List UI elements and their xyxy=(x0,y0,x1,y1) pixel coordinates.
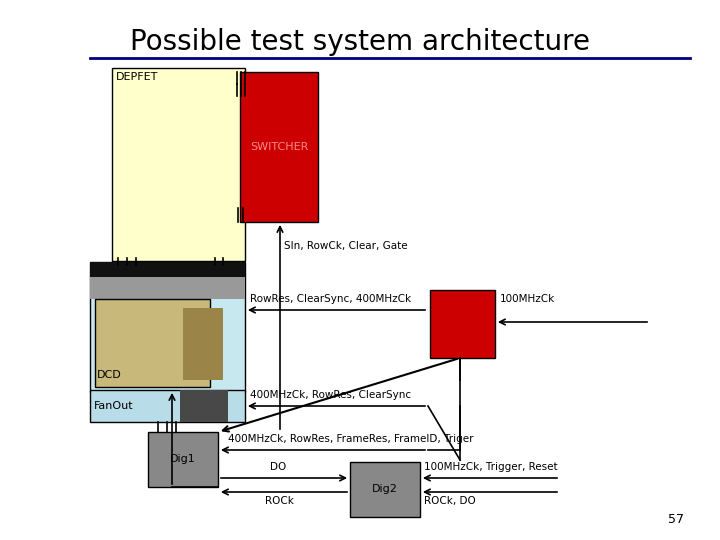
Text: 100MHzCk: 100MHzCk xyxy=(500,294,555,304)
Text: RowRes, ClearSync, 400MHzCk: RowRes, ClearSync, 400MHzCk xyxy=(250,294,411,304)
Text: 100MHzCk, Trigger, Reset: 100MHzCk, Trigger, Reset xyxy=(424,462,557,472)
Text: SWITCHER: SWITCHER xyxy=(250,142,308,152)
Bar xyxy=(350,462,420,517)
Text: DEPFET: DEPFET xyxy=(116,72,158,82)
Text: 400MHzCk, RowRes, ClearSync: 400MHzCk, RowRes, ClearSync xyxy=(250,390,411,400)
Text: ROCk: ROCk xyxy=(265,496,294,506)
Text: SIn, RowCk, Clear, Gate: SIn, RowCk, Clear, Gate xyxy=(284,241,408,251)
Bar xyxy=(90,262,245,392)
Bar xyxy=(430,290,495,358)
Bar xyxy=(90,277,245,299)
Bar xyxy=(183,308,223,380)
Text: 57: 57 xyxy=(668,513,684,526)
Text: 400MHzCk, RowRes, FrameRes, FrameID, Triger: 400MHzCk, RowRes, FrameRes, FrameID, Tri… xyxy=(228,434,474,444)
Text: Possible test system architecture: Possible test system architecture xyxy=(130,28,590,56)
Text: Dig2: Dig2 xyxy=(372,484,398,494)
Bar xyxy=(95,299,210,387)
Bar xyxy=(90,390,245,422)
Text: DCD: DCD xyxy=(97,370,122,380)
Text: DO: DO xyxy=(270,462,287,472)
Bar xyxy=(240,72,318,222)
Text: ROCk, DO: ROCk, DO xyxy=(424,496,476,506)
Bar xyxy=(112,68,245,261)
Bar xyxy=(180,390,228,422)
Text: FanOut: FanOut xyxy=(94,401,134,411)
Bar xyxy=(90,262,245,277)
Text: Dig1: Dig1 xyxy=(170,454,196,464)
Bar xyxy=(148,432,218,487)
